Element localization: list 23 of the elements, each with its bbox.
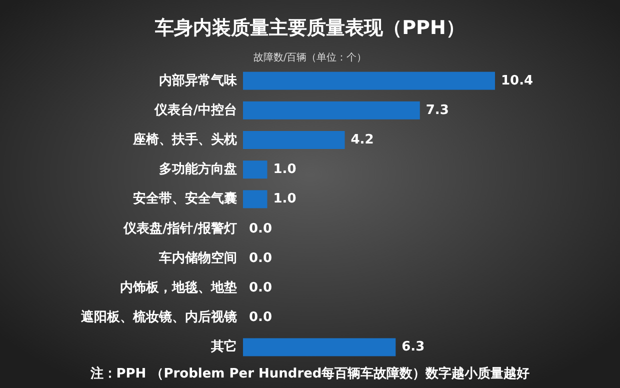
y-tick-label: 多功能方向盘	[159, 161, 237, 178]
y-tick-label: 内部异常气味	[159, 72, 238, 88]
data-label: 0.0	[249, 280, 272, 296]
data-label: 0.0	[249, 221, 272, 236]
data-label: 0.0	[249, 310, 272, 326]
text: 注：PPH （Problem Per Hundred每百辆车故障数）数字越小质量越好	[89, 366, 530, 382]
y-tick-label: 遮阳板、梳妆镜、内后视镜	[80, 309, 237, 326]
data-label: 4.2	[350, 132, 374, 148]
data-label: 1.0	[273, 162, 296, 178]
y-tick-label: 仪表台/中控台	[153, 102, 237, 118]
y-tick-label: 仪表盘/指针/报警灯	[122, 221, 237, 236]
data-label: 6.3	[402, 340, 425, 355]
y-tick-label: 安全带、安全气囊	[133, 190, 237, 207]
y-tick-label: 车内储物空间	[158, 250, 237, 266]
chart-subtitle: 故障数/百辆（单位：个）	[253, 52, 367, 64]
data-label: 1.0	[273, 192, 296, 207]
y-tick-label: 其它	[210, 338, 237, 355]
y-tick-label: 座椅、扶手、头枕	[132, 132, 237, 148]
chart-title: 车身内装质量主要质量表现（PPH）	[154, 17, 465, 39]
data-label: 0.0	[249, 250, 272, 266]
data-label: 10.4	[501, 73, 534, 88]
y-tick-label: 内饰板，地毯、地垫	[120, 280, 237, 296]
data-label: 7.3	[426, 102, 449, 118]
